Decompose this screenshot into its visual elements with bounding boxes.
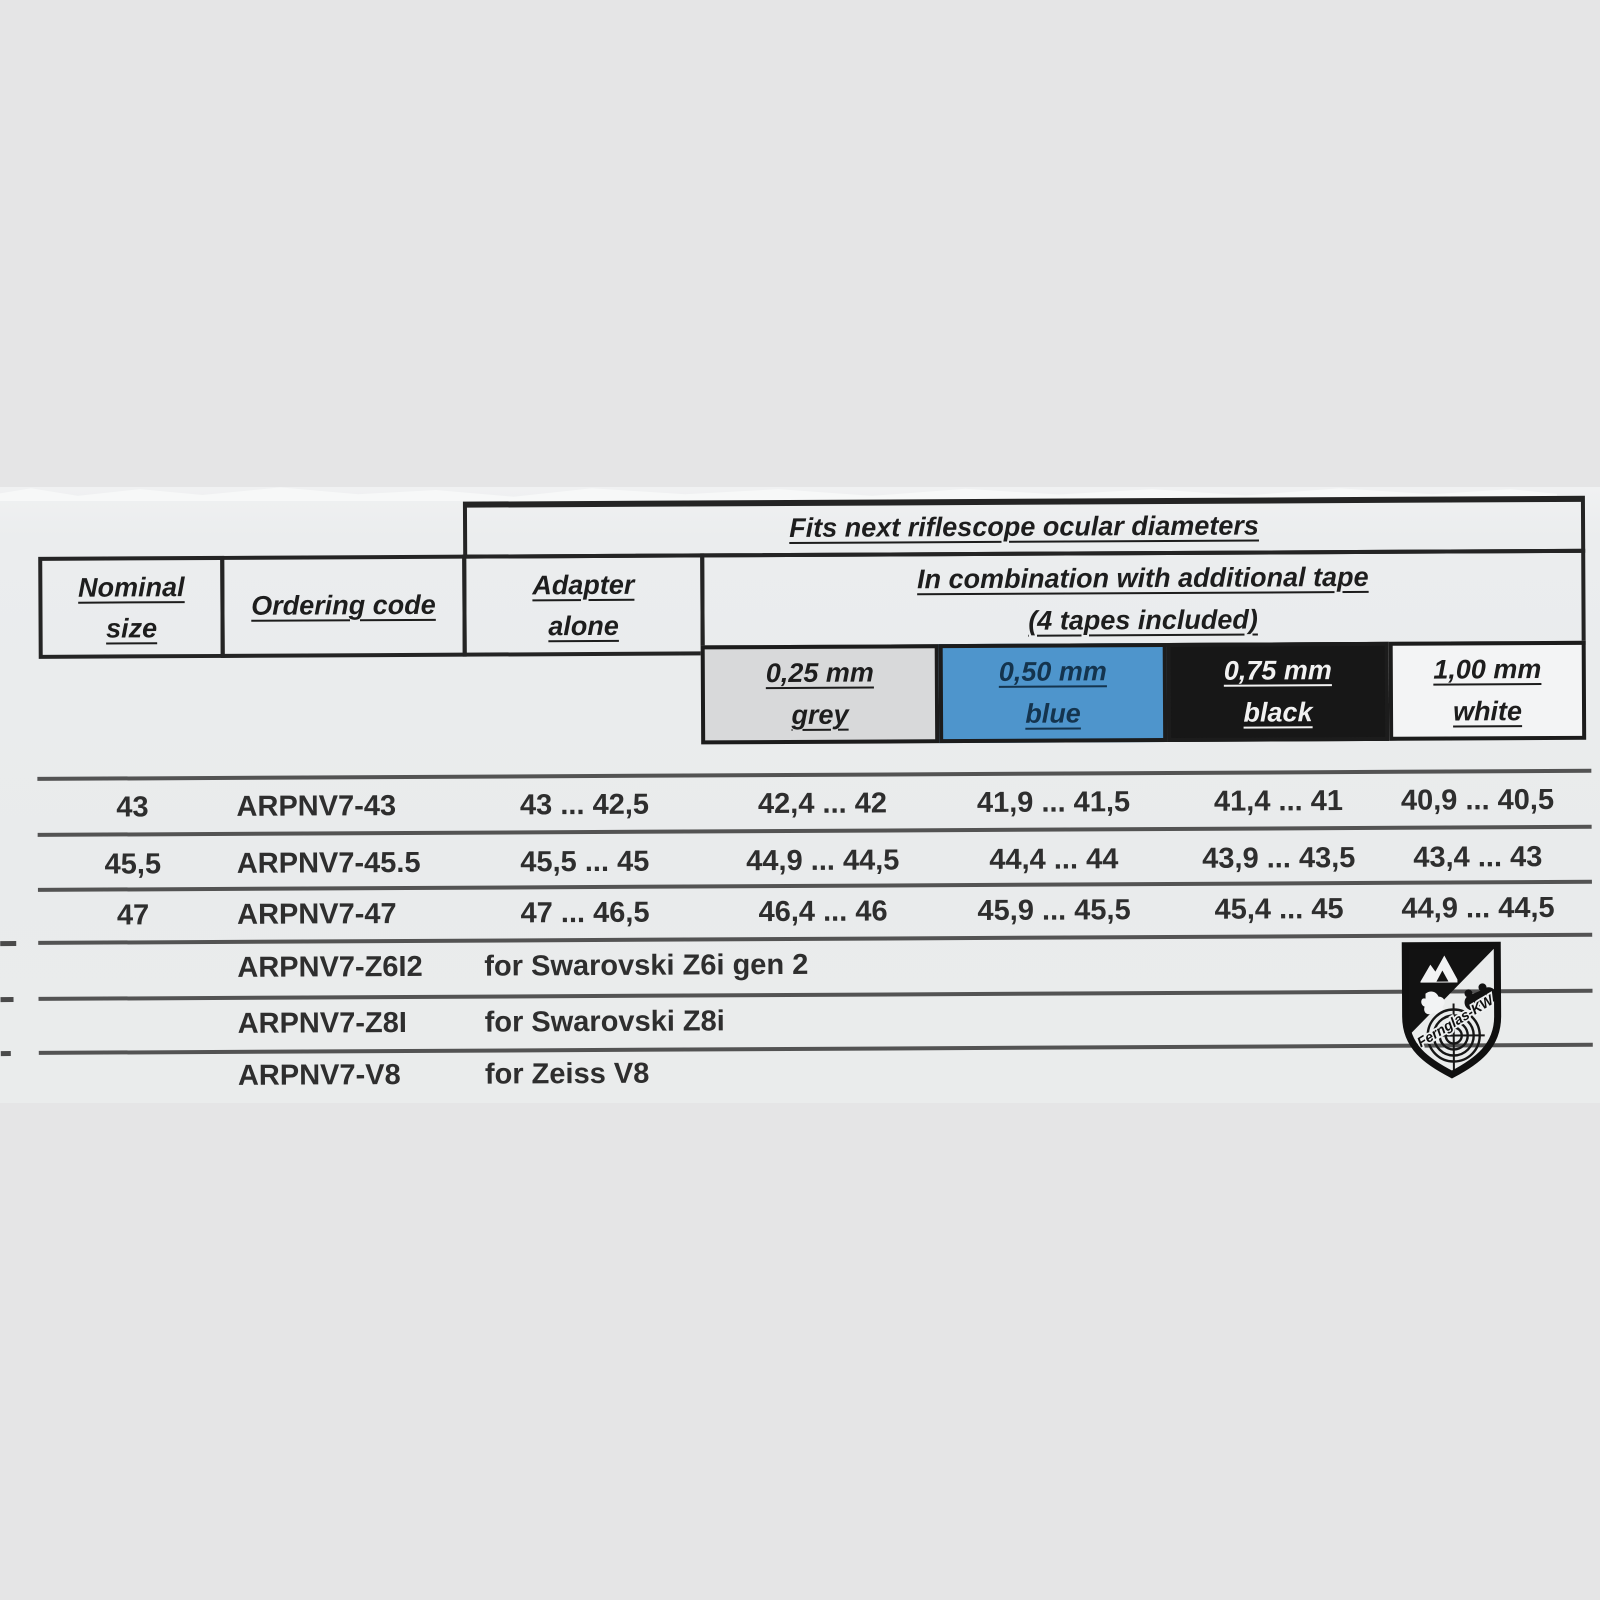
nominal-size-value: 47: [116, 899, 150, 932]
ordering-code-value: ARPNV7-V8: [237, 1059, 401, 1092]
tape-white-value: 40,9 ... 40,5: [1400, 783, 1555, 817]
tape-white-value: 44,9 ... 44,5: [1401, 891, 1555, 925]
header-nominal-line1: Nominal: [78, 572, 185, 603]
header-combination-line1: In combination with additional tape: [917, 561, 1369, 595]
adapter-alone-value: 47 ... 46,5: [520, 896, 650, 930]
scope-description: for Swarovski Z8i: [484, 1005, 725, 1039]
scan-artifact: [0, 997, 14, 1003]
table-row: 47 ARPNV7-47 47 ... 46,5 46,4 ... 46 45,…: [0, 888, 1600, 936]
tape-white-size: 1,00 mm: [1433, 654, 1542, 685]
tape-grey-value: 46,4 ... 46: [758, 895, 888, 929]
header-tape-black: 0,75 mm black: [1166, 641, 1390, 742]
header-adapter-line1: Adapter: [532, 569, 635, 601]
tape-blue-value: 41,9 ... 41,5: [976, 786, 1131, 819]
nominal-size-value: 45,5: [104, 848, 162, 881]
table-row: 43 ARPNV7-43 43 ... 42,5 42,4 ... 42 41,…: [0, 780, 1600, 828]
table-row: 45,5 ARPNV7-45.5 45,5 ... 45 44,9 ... 44…: [0, 837, 1600, 885]
tape-grey-value: 44,9 ... 44,5: [746, 844, 900, 878]
table-row: ARPNV7-Z8I for Swarovski Z8i: [1, 997, 1600, 1045]
tape-white-color: white: [1452, 696, 1523, 727]
header-combination-line2: (4 tapes included): [1028, 604, 1258, 636]
shield-stamp-logo: Fernglas-KW: [1401, 941, 1502, 1079]
header-tape-grey: 0,25 mm grey: [700, 644, 940, 745]
binoculars-icon: [1464, 983, 1497, 1011]
table-row: ARPNV7-V8 for Zeiss V8: [1, 1049, 1600, 1097]
scan-artifact: [0, 941, 17, 947]
nominal-size-value: 43: [116, 791, 149, 824]
mountains-icon: [1420, 955, 1458, 983]
tape-black-value: 43,9 ... 43,5: [1202, 842, 1356, 875]
header-tape-blue: 0,50 mm blue: [938, 642, 1168, 744]
header-combination: In combination with additional tape (4 t…: [700, 548, 1586, 650]
adapter-alone-value: 45,5 ... 45: [520, 845, 650, 879]
ordering-code-value: ARPNV7-Z6I2: [237, 950, 423, 984]
header-nominal-size: Nominal size: [38, 555, 225, 659]
tape-blue-size: 0,50 mm: [998, 656, 1107, 687]
row-divider: [37, 768, 1592, 781]
ordering-code-value: ARPNV7-45.5: [236, 846, 421, 880]
ordering-code-value: ARPNV7-47: [236, 898, 397, 931]
tape-black-size: 0,75 mm: [1223, 655, 1332, 686]
tape-grey-color: grey: [791, 699, 849, 730]
tape-grey-value: 42,4 ... 42: [757, 787, 888, 821]
ordering-code-value: ARPNV7-Z8I: [237, 1006, 407, 1040]
target-icon: [1423, 1003, 1485, 1071]
ordering-code-value: ARPNV7-43: [236, 790, 397, 823]
tape-blue-value: 44,4 ... 44: [989, 843, 1119, 876]
tape-black-value: 41,4 ... 41: [1213, 785, 1344, 818]
header-nominal-line2: size: [105, 613, 158, 644]
header-tape-white: 1,00 mm white: [1388, 640, 1587, 741]
header-adapter-alone: Adapter alone: [462, 553, 705, 657]
adapter-alone-value: 43 ... 42,5: [519, 788, 650, 822]
tape-black-value: 45,4 ... 45: [1214, 893, 1344, 926]
scope-description: for Swarovski Z6i gen 2: [484, 948, 809, 983]
tape-white-value: 43,4 ... 43: [1413, 841, 1543, 874]
tape-blue-value: 45,9 ... 45,5: [977, 894, 1131, 927]
tape-blue-color: blue: [1025, 698, 1081, 729]
table-row: ARPNV7-Z6I2 for Swarovski Z6i gen 2: [0, 941, 1600, 989]
header-ordering-text: Ordering code: [251, 589, 436, 621]
header-ordering-code: Ordering code: [220, 554, 467, 658]
tape-grey-size: 0,25 mm: [765, 657, 874, 689]
header-adapter-line2: alone: [548, 610, 619, 642]
shield-outline: [1401, 941, 1502, 1079]
span-header-text: Fits next riflescope ocular diameters: [789, 510, 1259, 543]
scan-artifact: [0, 1051, 11, 1057]
paper-sheet: [0, 487, 1600, 1103]
scope-description: for Zeiss V8: [484, 1057, 650, 1091]
tape-black-color: black: [1243, 697, 1313, 728]
